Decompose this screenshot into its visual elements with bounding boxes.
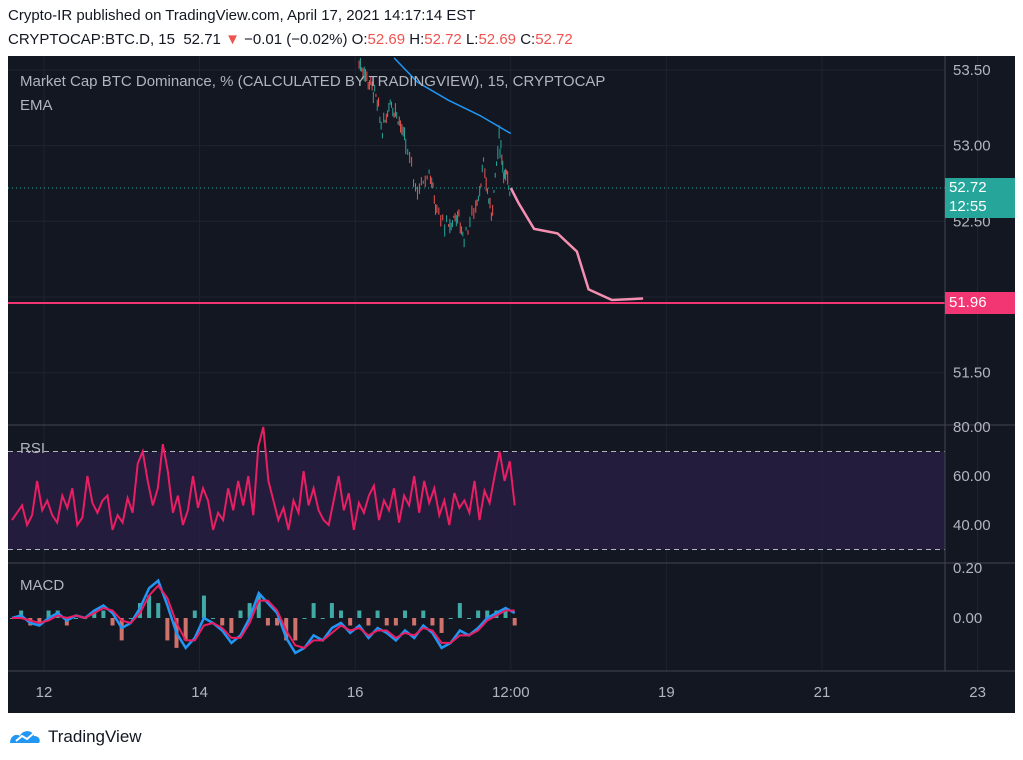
rsi-line: [11, 426, 516, 531]
symbol-label: CRYPTOCAP:BTC.D, 15: [8, 31, 175, 48]
rsi-tick-label: 80.00: [953, 419, 991, 436]
tradingview-logo-icon: [10, 731, 40, 743]
price-change: −0.01 (−0.02%): [244, 31, 348, 48]
macd-histogram-bar: [73, 618, 78, 619]
macd-histogram-bar: [128, 618, 133, 619]
ema-line: [393, 57, 512, 135]
macd-histogram-bar: [201, 595, 206, 618]
macd-histogram-bar: [375, 610, 380, 618]
macd-histogram-bar: [46, 610, 51, 618]
macd-histogram-bar: [366, 618, 371, 626]
chart-area[interactable]: 53.5053.0052.5052.0051.5080.0060.0040.00…: [8, 56, 1015, 713]
price-tick-label: 53.00: [953, 138, 991, 155]
high-label: H:: [409, 31, 425, 48]
projection-line: [509, 187, 644, 302]
open-label: O:: [351, 31, 368, 48]
grid-lines: [8, 56, 979, 671]
macd-histogram-bar: [137, 603, 142, 618]
rsi-label: RSI: [20, 440, 46, 457]
macd-histogram-bar: [229, 618, 234, 633]
price-tick-label: 51.50: [953, 365, 991, 382]
brand-name: TradingView: [48, 727, 142, 746]
macd-histogram-bar: [512, 618, 517, 626]
macd-histogram-bar: [211, 618, 216, 619]
macd-histogram-bar: [302, 618, 307, 619]
macd-histogram-bar: [156, 603, 161, 618]
price-series: [358, 57, 644, 302]
down-arrow-icon: ▼: [225, 31, 240, 48]
macd-label: MACD: [20, 577, 65, 594]
main-pane-title: Market Cap BTC Dominance, % (CALCULATED …: [20, 73, 606, 90]
macd-histogram-bar: [430, 618, 435, 626]
ema-label: EMA: [20, 97, 53, 114]
rsi-tick-label: 60.00: [953, 468, 991, 485]
macd-histogram-bar: [311, 603, 316, 618]
macd-histogram-bar: [348, 618, 353, 626]
time-tick-label: 14: [191, 684, 208, 701]
last-price-tag-value: 52.72: [949, 179, 987, 196]
macd-histogram-bar: [476, 610, 481, 618]
time-tick-label: 21: [814, 684, 831, 701]
macd-histogram-bar: [165, 618, 170, 641]
macd-series: [10, 578, 517, 655]
macd-histogram-bar: [247, 603, 252, 618]
macd-histogram-bar: [448, 618, 453, 619]
close-value: 52.72: [535, 31, 573, 48]
macd-histogram-bar: [457, 603, 462, 618]
macd-histogram-bar: [439, 618, 444, 633]
macd-histogram-bar: [256, 595, 261, 618]
level-price-tag: 51.96: [945, 292, 1015, 314]
rsi-tick-label: 40.00: [953, 517, 991, 534]
time-tick-label: 12:00: [492, 684, 530, 701]
macd-histogram-bar: [320, 618, 325, 619]
macd-histogram-bar: [110, 618, 115, 626]
macd-histogram-bar: [92, 610, 97, 618]
macd-histogram-bar: [412, 618, 417, 626]
macd-histogram-bar: [503, 610, 508, 618]
bar-countdown: 12:55: [949, 198, 987, 215]
tradingview-footer[interactable]: TradingView: [8, 722, 142, 752]
macd-histogram-bar: [421, 610, 426, 618]
macd-line: [11, 578, 516, 655]
macd-histogram-bar: [329, 603, 334, 618]
macd-histogram-bar: [101, 610, 106, 618]
high-value: 52.72: [424, 31, 462, 48]
close-label: C:: [520, 31, 536, 48]
publish-line: Crypto-IR published on TradingView.com, …: [8, 7, 476, 24]
open-value: 52.69: [367, 31, 406, 48]
macd-histogram-bar: [485, 610, 490, 618]
chart-svg[interactable]: 53.5053.0052.5052.0051.5080.0060.0040.00…: [8, 56, 1015, 713]
macd-histogram-bar: [384, 618, 389, 626]
macd-histogram-bar: [466, 618, 471, 619]
low-label: L:: [465, 31, 479, 48]
macd-histogram-bar: [265, 618, 270, 626]
time-tick-label: 12: [36, 684, 53, 701]
macd-histogram-bar: [192, 610, 197, 618]
last-price: 52.71: [183, 31, 221, 48]
ohlc-line: CRYPTOCAP:BTC.D, 15 52.71 ▼ −0.01 (−0.02…: [8, 31, 573, 48]
macd-histogram-bar: [357, 610, 362, 618]
last-price-tag: 52.72 12:55: [945, 178, 1015, 218]
macd-histogram-bar: [220, 618, 225, 626]
time-tick-label: 19: [658, 684, 675, 701]
macd-histogram-bar: [147, 595, 152, 618]
macd-histogram-bar: [339, 610, 344, 618]
low-value: 52.69: [478, 31, 517, 48]
macd-tick-label: 0.20: [953, 560, 982, 577]
macd-histogram-bar: [393, 618, 398, 626]
macd-histogram-bar: [403, 610, 408, 618]
time-tick-label: 16: [347, 684, 364, 701]
macd-histogram-bar: [275, 618, 280, 626]
macd-histogram-bar: [293, 618, 298, 641]
macd-histogram-bar: [183, 618, 188, 641]
price-tick-label: 53.50: [953, 62, 991, 79]
macd-tick-label: 0.00: [953, 610, 982, 627]
macd-histogram-bar: [37, 618, 42, 626]
macd-histogram-bar: [238, 610, 243, 618]
time-tick-label: 23: [969, 684, 986, 701]
rsi-series: [11, 426, 516, 531]
publish-info: Crypto-IR published on TradingView.com, …: [8, 7, 476, 24]
signal-line: [12, 584, 515, 650]
